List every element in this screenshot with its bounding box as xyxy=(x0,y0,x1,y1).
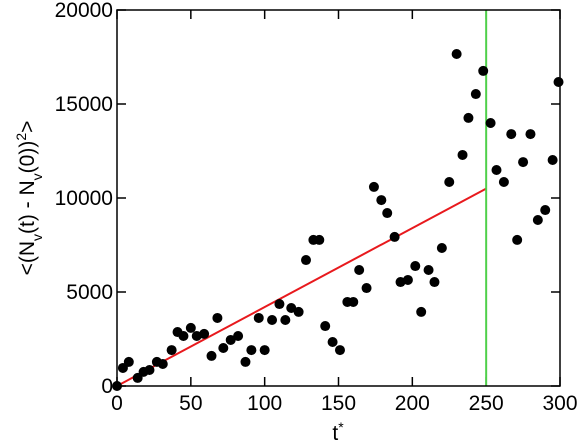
label-part: v xyxy=(29,234,45,241)
data-point xyxy=(206,350,217,361)
data-point xyxy=(218,343,229,354)
data-point xyxy=(470,89,481,100)
data-point xyxy=(144,365,155,376)
data-point xyxy=(506,129,517,140)
data-point xyxy=(286,302,297,313)
x-axis-label: t* xyxy=(332,419,344,444)
data-point xyxy=(382,208,393,219)
x-tick-label: 300 xyxy=(542,392,577,415)
data-point xyxy=(512,234,523,245)
data-point xyxy=(301,255,312,266)
data-point xyxy=(410,261,421,272)
data-point xyxy=(178,330,189,341)
data-point xyxy=(444,177,455,188)
data-point xyxy=(334,345,345,356)
data-point xyxy=(327,337,338,348)
data-point xyxy=(518,157,529,168)
data-point xyxy=(246,345,257,356)
y-tick-label: 5000 xyxy=(66,281,113,304)
data-point xyxy=(429,277,440,288)
x-tick-label: 100 xyxy=(247,392,282,415)
data-point xyxy=(491,164,502,175)
data-point xyxy=(123,356,134,367)
data-point xyxy=(436,243,447,254)
label-part: * xyxy=(338,419,344,435)
data-point xyxy=(166,345,177,356)
data-point xyxy=(361,283,372,294)
data-point xyxy=(525,129,536,140)
label-part: <(N xyxy=(16,241,39,275)
data-point xyxy=(253,312,264,323)
y-tick-label: 0 xyxy=(101,375,113,398)
data-point xyxy=(478,65,489,76)
y-axis-label: <(Nv(t) - Nv(0))2> xyxy=(13,121,45,276)
data-point xyxy=(389,231,400,242)
label-part: (t) - N xyxy=(16,180,39,234)
data-point xyxy=(553,77,564,88)
label-part: v xyxy=(29,173,45,180)
data-point xyxy=(451,48,462,59)
data-point xyxy=(157,359,168,370)
data-point xyxy=(423,265,434,276)
label-part: 2 xyxy=(13,133,29,141)
label-part: t xyxy=(332,422,338,444)
data-point xyxy=(212,312,223,323)
label-part: > xyxy=(16,121,39,133)
data-point xyxy=(293,306,304,317)
data-point xyxy=(498,177,509,188)
y-tick-label: 15000 xyxy=(55,93,113,116)
x-tick-label: 250 xyxy=(469,392,504,415)
data-point xyxy=(354,265,365,276)
x-tick-label: 50 xyxy=(179,392,202,415)
data-point xyxy=(240,356,251,367)
data-point xyxy=(485,117,496,128)
data-point xyxy=(225,334,236,345)
x-tick-label: 150 xyxy=(321,392,356,415)
data-point xyxy=(259,345,270,356)
fit-line xyxy=(116,187,487,387)
y-tick-label: 10000 xyxy=(55,187,113,210)
data-point xyxy=(402,274,413,285)
data-point xyxy=(368,181,379,192)
data-point xyxy=(457,149,468,160)
data-point xyxy=(348,296,359,307)
data-point xyxy=(267,315,278,326)
x-tick-label: 0 xyxy=(111,392,123,415)
y-tick-label: 20000 xyxy=(55,0,113,22)
data-point xyxy=(416,306,427,317)
data-point xyxy=(376,195,387,206)
plot-frame xyxy=(116,9,561,387)
x-tick-label: 200 xyxy=(395,392,430,415)
label-part: (0)) xyxy=(16,141,39,174)
data-point xyxy=(532,214,543,225)
data-point xyxy=(274,299,285,310)
data-point xyxy=(463,112,474,123)
data-point xyxy=(280,315,291,326)
data-point xyxy=(185,322,196,333)
data-point xyxy=(199,328,210,339)
data-point xyxy=(320,321,331,332)
data-point xyxy=(540,205,551,216)
data-point xyxy=(547,155,558,166)
data-point xyxy=(233,330,244,341)
data-point xyxy=(314,234,325,245)
